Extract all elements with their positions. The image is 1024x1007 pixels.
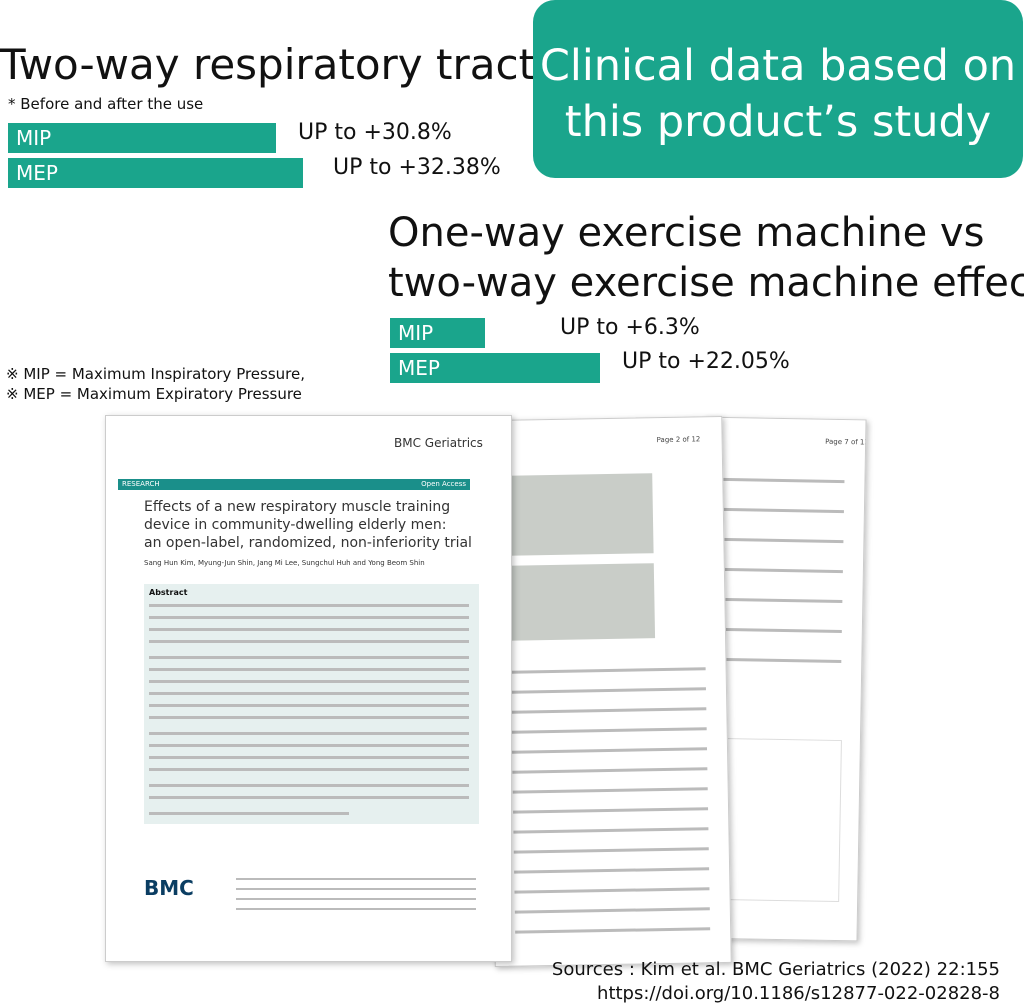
heading-line: One-way exercise machine vs <box>388 210 985 256</box>
badge-line: this product’s study <box>564 97 992 147</box>
badge: Clinical data based on this product’s st… <box>533 0 1023 178</box>
logo: BMC <box>144 876 194 900</box>
heading: One-way exercise machine vs two-way exer… <box>388 208 1024 308</box>
abstract-heading: Abstract <box>149 588 188 597</box>
bar: MEP <box>8 158 303 188</box>
definition: ※ MIP = Maximum Inspiratory Pressure, <box>6 365 306 383</box>
result: UP to +30.8% <box>298 120 452 145</box>
badge-line: Clinical data based on <box>539 41 1017 91</box>
title-line: Effects of a new respiratory muscle trai… <box>144 499 451 515</box>
source-line: https://doi.org/10.1186/s12877-022-02828… <box>597 983 1000 1004</box>
section-bar: RESEARCH Open Access <box>118 479 470 490</box>
paper-title: Effects of a new respiratory muscle trai… <box>144 498 472 552</box>
label: Open Access <box>421 480 466 488</box>
page-number: Page 2 of 12 <box>656 435 701 445</box>
note: * Before and after the use <box>8 95 204 113</box>
bar: MIP <box>8 123 276 153</box>
photo <box>502 473 654 556</box>
title-line: an open-label, randomized, non-inferiori… <box>144 535 472 551</box>
label: RESEARCH <box>122 480 160 488</box>
sources: Sources : Kim et al. BMC Geriatrics (202… <box>552 958 1000 1006</box>
paper-page: Page 2 of 12 <box>485 415 732 968</box>
definition: ※ MEP = Maximum Expiratory Pressure <box>6 385 302 403</box>
result: UP to +6.3% <box>560 315 700 340</box>
result: UP to +22.05% <box>622 349 790 374</box>
title-line: device in community-dwelling elderly men… <box>144 517 447 533</box>
page-number: Page 7 of 12 <box>825 437 867 447</box>
heading: Two-way respiratory tract <box>0 40 536 89</box>
authors: Sang Hun Kim, Myung-Jun Shin, Jang Mi Le… <box>144 559 425 567</box>
paper-page: BMC Geriatrics RESEARCH Open Access Effe… <box>105 415 512 962</box>
bar: MEP <box>390 353 600 383</box>
abstract-box: Abstract <box>144 584 479 824</box>
result: UP to +32.38% <box>333 155 501 180</box>
source-line: Sources : Kim et al. BMC Geriatrics (202… <box>551 959 1000 980</box>
journal: BMC Geriatrics <box>394 436 483 450</box>
definitions: ※ MIP = Maximum Inspiratory Pressure, ※ … <box>6 364 305 404</box>
bar: MIP <box>390 318 485 348</box>
heading-line: two-way exercise machine effect <box>388 260 1024 306</box>
photo <box>503 563 656 641</box>
